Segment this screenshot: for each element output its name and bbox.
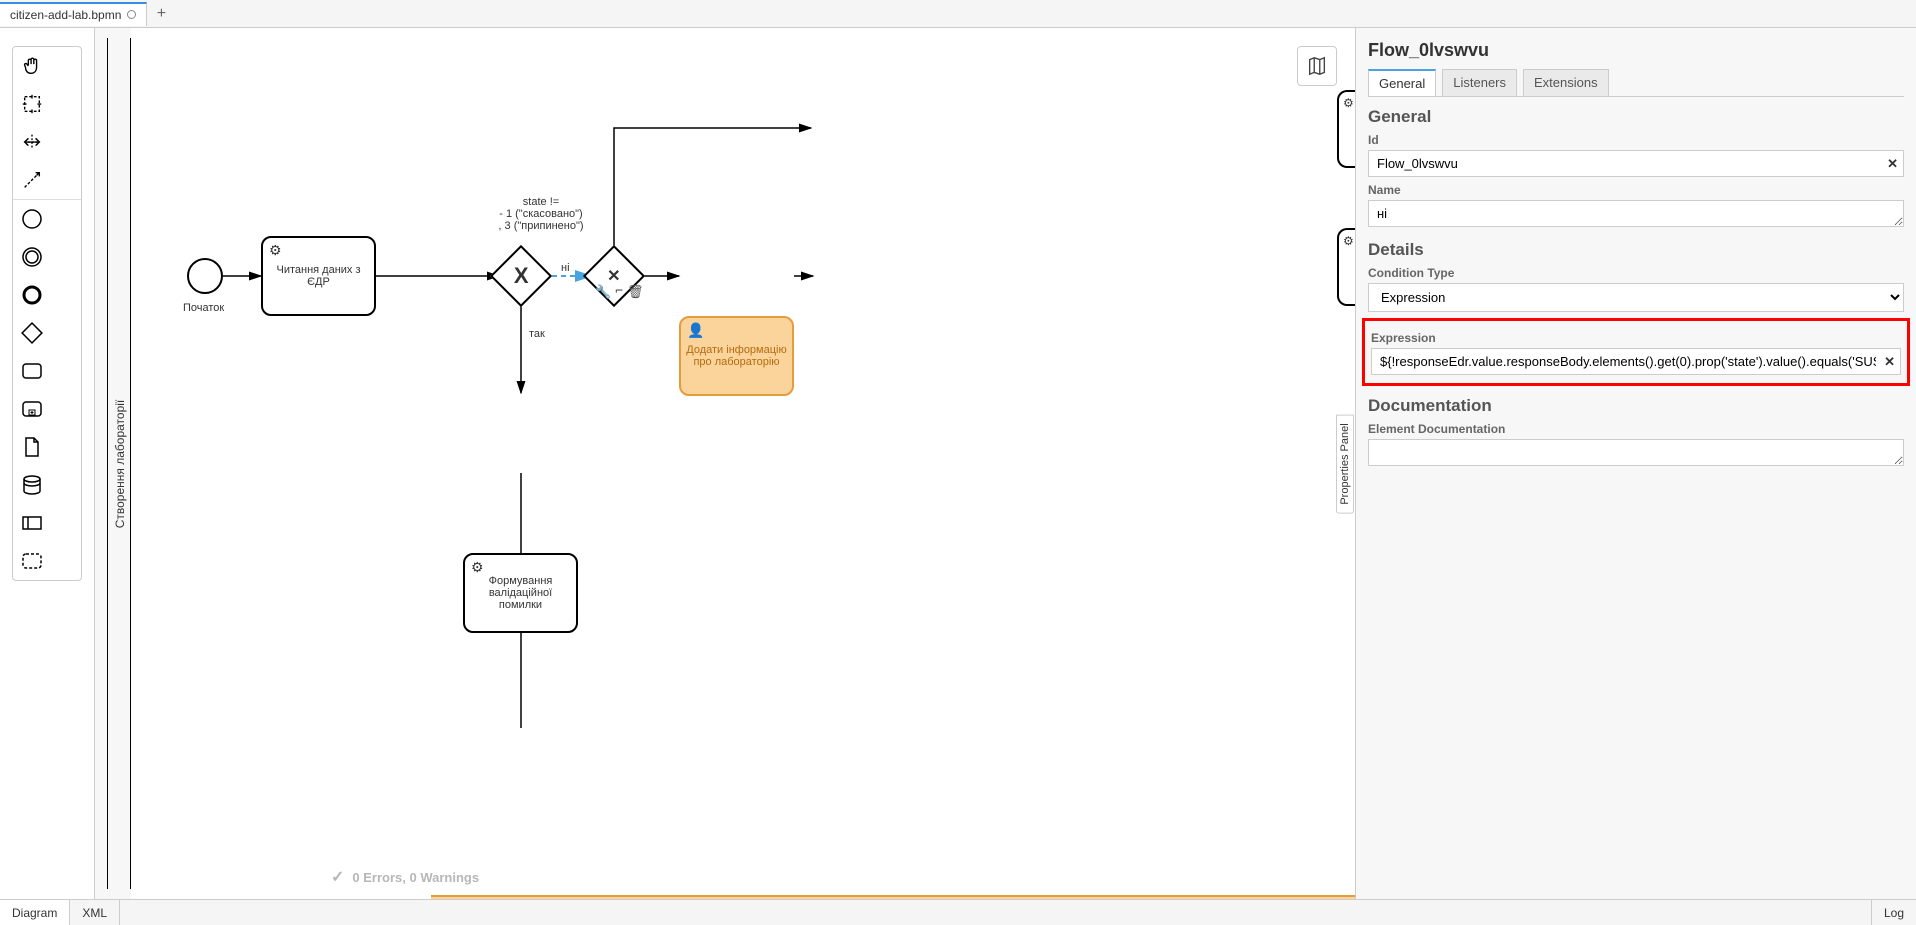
partial-task-top[interactable]: ⚙	[1337, 90, 1356, 168]
gateway-icon[interactable]	[13, 314, 51, 352]
hand-tool-icon[interactable]	[13, 47, 51, 85]
general-heading: General	[1368, 107, 1904, 127]
tab-diagram[interactable]: Diagram	[0, 900, 70, 925]
data-store-icon[interactable]	[13, 466, 51, 504]
properties-panel: Properties Panel Flow_0lvswvu General Li…	[1356, 28, 1916, 899]
tab-extensions[interactable]: Extensions	[1523, 69, 1609, 96]
properties-panel-toggle[interactable]: Properties Panel	[1336, 414, 1354, 513]
file-tab[interactable]: citizen-add-lab.bpmn	[0, 2, 147, 26]
flow-yes-label: так	[529, 328, 545, 340]
annotation-icon[interactable]: ⌐	[615, 284, 623, 300]
gateway-label: state != - 1 ("скасовано") , 3 ("припине…	[481, 196, 601, 232]
group-icon[interactable]	[13, 542, 51, 580]
partial-task-mid[interactable]: ⚙	[1337, 228, 1356, 306]
global-connect-icon[interactable]	[13, 161, 51, 199]
canvas[interactable]: Створення лабораторії ⚙ ⚙	[94, 28, 1356, 899]
gear-icon: ⚙	[471, 559, 484, 576]
element-title: Flow_0lvswvu	[1368, 40, 1904, 61]
end-event-icon[interactable]	[13, 276, 51, 314]
tab-xml[interactable]: XML	[70, 900, 120, 925]
check-icon: ✓	[331, 867, 344, 887]
intermediate-event-icon[interactable]	[13, 238, 51, 276]
status-bar: ✓ 0 Errors, 0 Warnings	[331, 867, 479, 887]
start-event[interactable]	[187, 258, 223, 294]
file-tabbar: citizen-add-lab.bpmn +	[0, 0, 1916, 28]
wrench-icon[interactable]: 🔧	[595, 284, 611, 300]
pool-icon[interactable]	[13, 504, 51, 542]
add-tab-button[interactable]: +	[147, 5, 175, 23]
subprocess-icon[interactable]	[13, 390, 51, 428]
unsaved-indicator-icon	[127, 10, 136, 19]
task-read-edr[interactable]: ⚙ Читання даних з ЄДР	[261, 236, 376, 316]
clear-icon[interactable]: ✕	[1884, 354, 1895, 370]
bottom-bar: Diagram XML Log	[0, 899, 1916, 925]
element-doc-field[interactable]	[1368, 439, 1904, 466]
element-doc-label: Element Documentation	[1368, 422, 1904, 436]
trash-icon[interactable]: 🗑	[627, 284, 644, 300]
expression-field[interactable]	[1371, 348, 1901, 375]
lasso-tool-icon[interactable]	[13, 85, 51, 123]
task-label: Читання даних з ЄДР	[267, 264, 370, 288]
partial-highlight-bottom	[431, 895, 1355, 899]
start-event-icon[interactable]	[13, 200, 51, 238]
palette	[0, 28, 94, 899]
tab-log[interactable]: Log	[1871, 900, 1916, 925]
id-label: Id	[1368, 133, 1904, 147]
file-tab-name: citizen-add-lab.bpmn	[10, 8, 121, 22]
gear-icon: ⚙	[269, 242, 282, 259]
pool-label: Створення лабораторії	[113, 399, 127, 528]
documentation-heading: Documentation	[1368, 396, 1904, 416]
flow-no-label: ні	[561, 262, 570, 274]
name-label: Name	[1368, 183, 1904, 197]
edges	[131, 28, 1355, 899]
tab-general[interactable]: General	[1368, 69, 1436, 96]
space-tool-icon[interactable]	[13, 123, 51, 161]
expression-label: Expression	[1371, 331, 1901, 345]
gear-icon: ⚙	[1343, 96, 1354, 110]
details-heading: Details	[1368, 240, 1904, 260]
tab-listeners[interactable]: Listeners	[1442, 69, 1517, 96]
clear-icon[interactable]: ✕	[1887, 156, 1898, 172]
name-field[interactable]: ні	[1368, 200, 1904, 227]
gateway-state[interactable]: X	[499, 254, 543, 298]
properties-tabs: General Listeners Extensions	[1368, 69, 1904, 97]
condition-type-label: Condition Type	[1368, 266, 1904, 280]
status-text: 0 Errors, 0 Warnings	[352, 870, 479, 885]
task-label: Додати інформацію про лабораторію	[685, 344, 788, 368]
gear-icon: ⚙	[1343, 234, 1354, 248]
task-icon[interactable]	[13, 352, 51, 390]
task-label: Формування валідаційної помилки	[469, 575, 572, 611]
minimap-button[interactable]	[1297, 46, 1337, 86]
task-validation-error[interactable]: ⚙ Формування валідаційної помилки	[463, 553, 578, 633]
user-icon: 👤	[687, 322, 704, 339]
data-object-icon[interactable]	[13, 428, 51, 466]
condition-type-select[interactable]: Expression	[1368, 283, 1904, 312]
start-event-label: Початок	[183, 302, 227, 314]
task-add-lab[interactable]: 👤 Додати інформацію про лабораторію	[679, 316, 794, 396]
id-field[interactable]	[1368, 150, 1904, 177]
expression-highlight: Expression ✕	[1362, 318, 1910, 386]
context-pad: 🔧 ⌐ 🗑	[595, 284, 644, 300]
